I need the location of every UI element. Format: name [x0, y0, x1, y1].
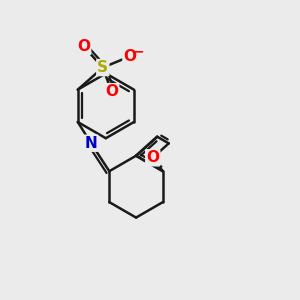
Text: O: O: [123, 49, 136, 64]
Text: −: −: [132, 44, 144, 58]
Text: N: N: [85, 136, 98, 151]
Text: S: S: [97, 60, 108, 75]
Text: O: O: [77, 39, 90, 54]
Text: O: O: [146, 150, 159, 165]
Text: O: O: [105, 84, 118, 99]
